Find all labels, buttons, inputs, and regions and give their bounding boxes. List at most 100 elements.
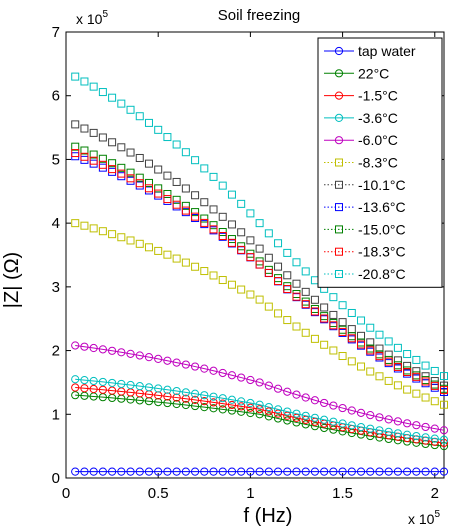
- data-point: [292, 413, 301, 422]
- data-point: [135, 153, 144, 162]
- data-point: [301, 267, 310, 276]
- data-point: [126, 168, 135, 177]
- legend-marker: [334, 113, 344, 123]
- data-point: [218, 467, 227, 476]
- data-point: [338, 419, 347, 428]
- data-point: [172, 399, 181, 409]
- data-point: [80, 124, 89, 133]
- data-point: [421, 361, 430, 370]
- data-point: [310, 396, 320, 405]
- data-point: [163, 189, 172, 198]
- data-point: [227, 400, 237, 410]
- legend-marker: [334, 91, 344, 100]
- data-point: [117, 233, 126, 242]
- data-point: [421, 377, 430, 386]
- data-point: [71, 341, 80, 350]
- data-point: [227, 238, 236, 247]
- data-point: [430, 381, 439, 390]
- y-tick-label: 6: [52, 88, 60, 105]
- data-point: [172, 254, 181, 263]
- data-point: [421, 422, 430, 432]
- data-point: [329, 321, 338, 330]
- data-point: [209, 172, 218, 181]
- data-point: [227, 467, 237, 476]
- data-point: [347, 308, 356, 317]
- data-point: [375, 467, 384, 476]
- data-point: [273, 409, 283, 418]
- data-point: [227, 280, 236, 289]
- data-point: [191, 212, 200, 221]
- data-point: [264, 381, 273, 390]
- data-point: [172, 195, 181, 204]
- data-point: [347, 421, 356, 430]
- legend-label: tap water: [358, 43, 416, 59]
- x-tick-label: 2: [431, 485, 439, 502]
- data-point: [329, 310, 338, 319]
- data-point: [264, 407, 273, 416]
- data-point: [283, 316, 292, 325]
- data-point: [126, 349, 135, 358]
- data-point: [320, 398, 329, 408]
- data-point: [421, 433, 430, 442]
- y-tick-label: 3: [52, 279, 60, 296]
- data-point: [108, 165, 117, 174]
- legend-marker: [335, 270, 343, 278]
- data-point: [89, 467, 98, 476]
- data-point: [375, 344, 384, 353]
- data-point: [329, 425, 338, 434]
- series: [71, 120, 448, 390]
- data-point: [218, 276, 227, 285]
- data-point: [163, 171, 172, 180]
- data-point: [292, 292, 301, 301]
- data-point: [403, 385, 412, 394]
- data-point: [384, 357, 393, 366]
- data-point: [246, 467, 255, 476]
- data-point: [181, 148, 190, 157]
- chart-title: Soil freezing: [218, 7, 301, 24]
- series: [71, 375, 449, 444]
- data-point: [144, 118, 153, 127]
- data-point: [430, 424, 439, 433]
- data-point: [218, 228, 227, 237]
- y-axis-label: |Z| (Ω): [1, 252, 23, 308]
- data-point: [393, 343, 402, 352]
- data-point: [301, 420, 310, 429]
- data-point: [375, 413, 384, 422]
- data-point: [320, 340, 329, 349]
- data-point: [237, 199, 246, 208]
- data-point: [393, 429, 403, 438]
- legend-entry: -18.3°C: [324, 244, 406, 260]
- data-point: [430, 467, 439, 476]
- data-point: [301, 467, 310, 476]
- data-point: [172, 358, 181, 367]
- data-point: [89, 343, 98, 353]
- data-point: [403, 350, 412, 359]
- data-point: [255, 400, 264, 409]
- data-point: [117, 379, 126, 389]
- data-point: [292, 409, 301, 418]
- legend-marker: [335, 158, 343, 167]
- data-point: [246, 209, 255, 218]
- x-tick-label: 1.5: [332, 485, 353, 502]
- data-point: [237, 373, 246, 382]
- data-point: [117, 467, 126, 476]
- data-point: [421, 467, 430, 476]
- data-point: [218, 399, 227, 408]
- data-point: [384, 415, 393, 424]
- data-point: [246, 253, 255, 262]
- data-point: [393, 362, 402, 371]
- data-point: [218, 232, 227, 241]
- data-point: [209, 366, 218, 375]
- data-point: [329, 417, 338, 426]
- data-point: [200, 364, 209, 373]
- data-point: [154, 246, 163, 255]
- data-point: [89, 224, 98, 233]
- data-point: [154, 189, 163, 198]
- data-point: [181, 360, 190, 369]
- data-point: [366, 338, 375, 347]
- data-point: [163, 385, 172, 394]
- data-point: [89, 150, 98, 159]
- data-point: [227, 406, 237, 415]
- data-point: [80, 152, 89, 161]
